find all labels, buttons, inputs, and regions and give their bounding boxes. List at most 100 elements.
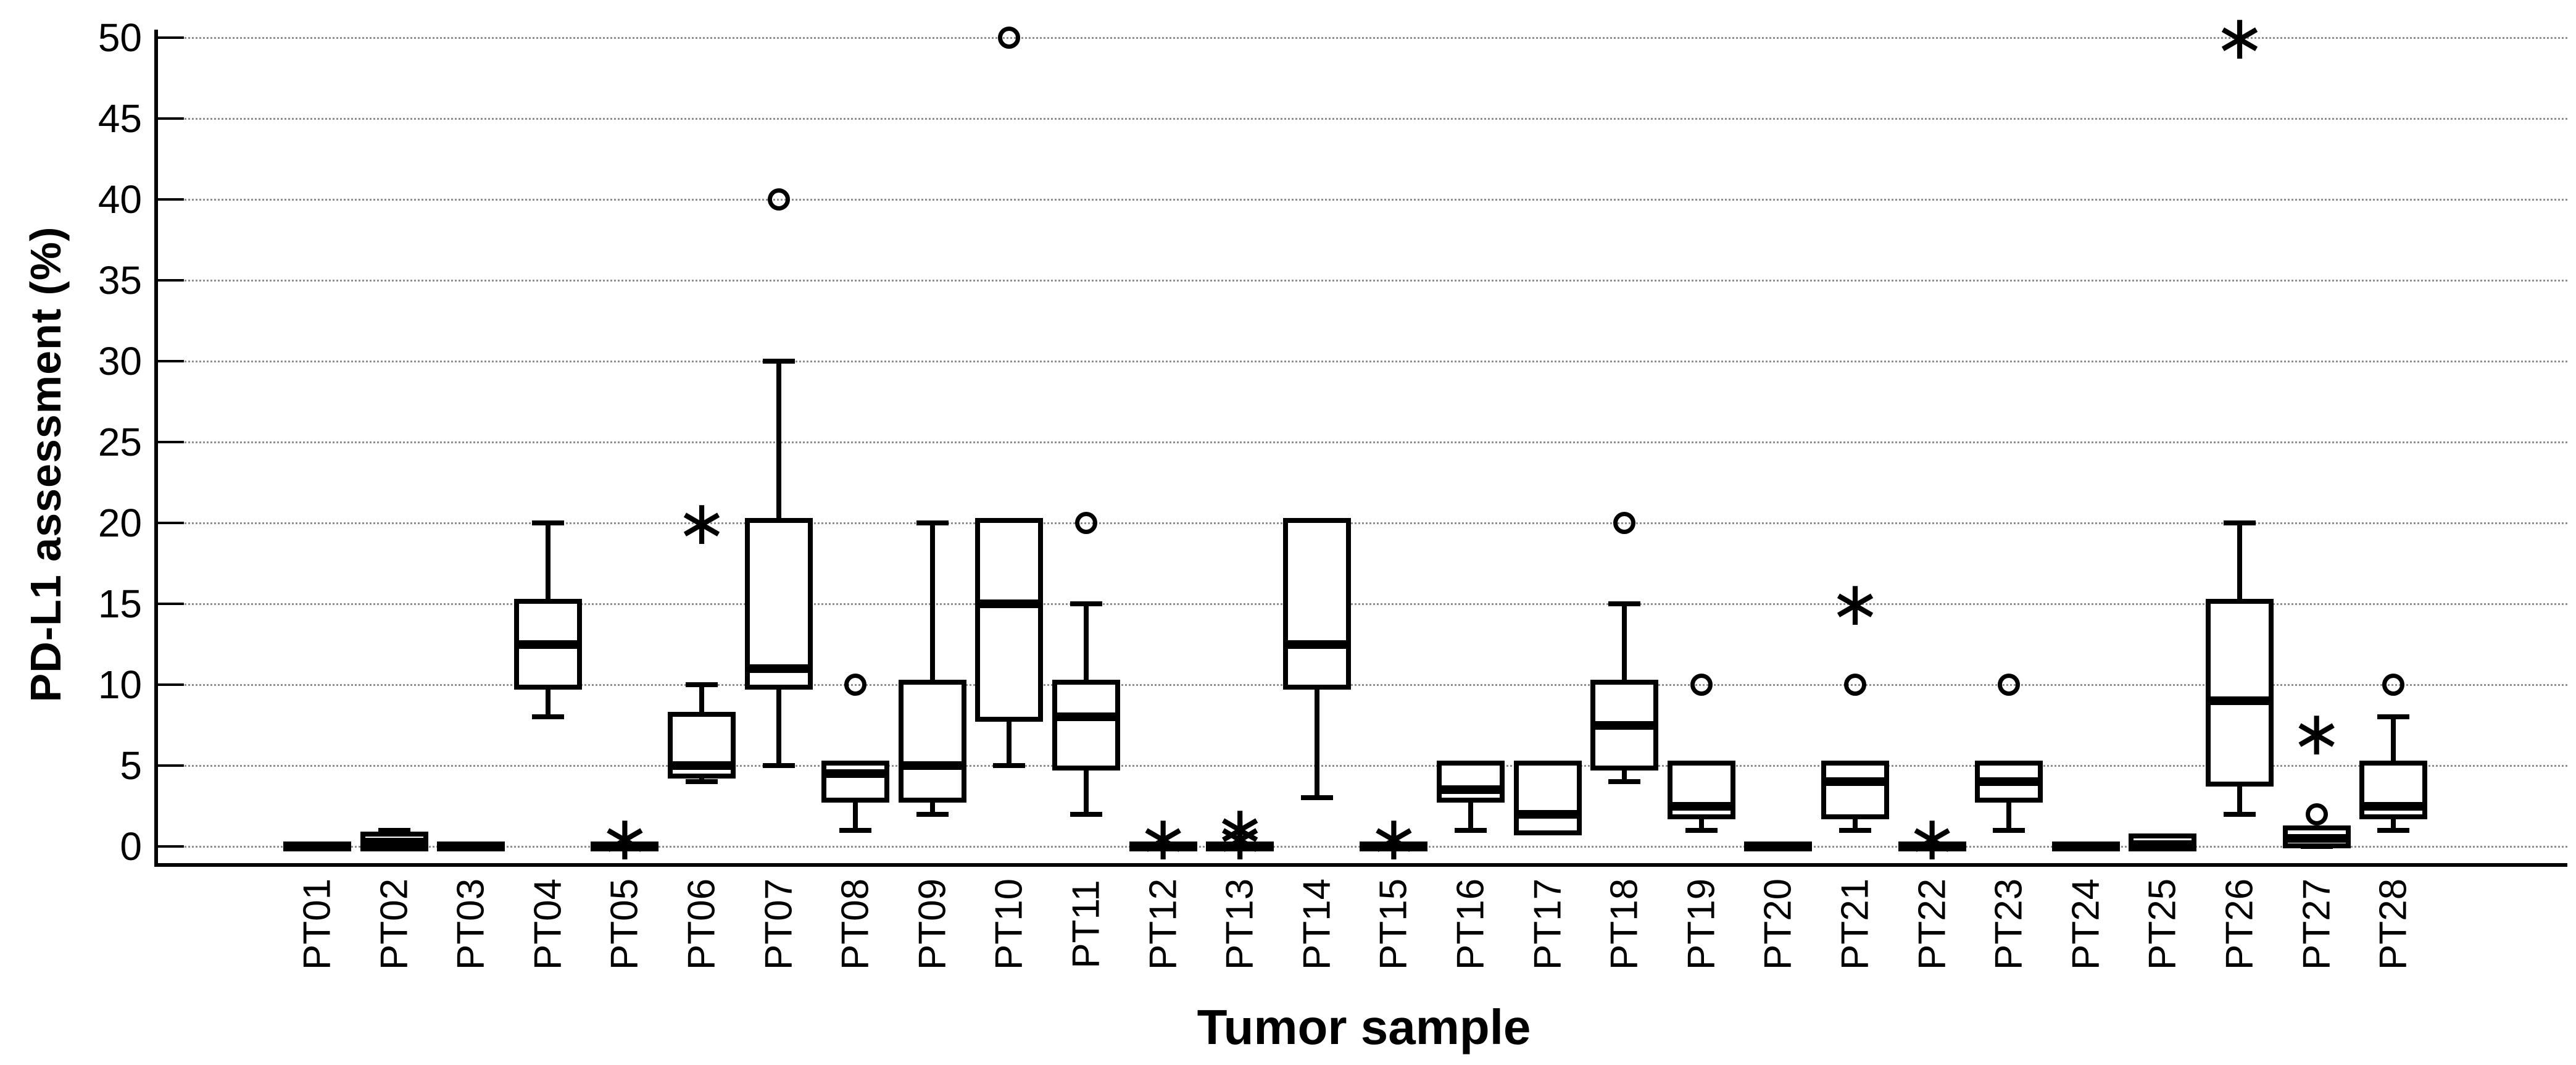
- whisker-cap: [1608, 601, 1641, 606]
- whisker-cap: [1300, 795, 1333, 801]
- outlier-star-icon: ∗: [676, 488, 728, 558]
- whisker: [776, 685, 781, 766]
- x-tick-label: PT23: [1987, 878, 2030, 971]
- outlier-star-icon: ∗: [1214, 794, 1266, 864]
- x-tick-label: PT02: [373, 878, 416, 971]
- y-tick-label: 50: [98, 15, 142, 60]
- median-line: [1975, 777, 2043, 787]
- whisker-cap: [916, 520, 949, 525]
- axis-tick: [158, 764, 184, 767]
- y-tick-label: 40: [98, 177, 142, 222]
- x-tick-label: PT14: [1295, 878, 1339, 971]
- whisker-cap: [686, 779, 718, 785]
- whisker-cap: [1608, 779, 1641, 785]
- whisker-cap: [839, 827, 872, 833]
- axis-tick: [158, 683, 184, 686]
- whisker: [1622, 766, 1627, 782]
- outlier-circle: [1998, 674, 2021, 696]
- outlier-star-icon: ∗: [2290, 698, 2343, 768]
- whisker: [545, 523, 551, 604]
- x-tick-label: PT24: [2064, 878, 2108, 971]
- outlier-star-icon: ∗: [2214, 3, 2266, 72]
- x-tick-label: PT20: [1756, 878, 1800, 971]
- y-tick-label: 0: [120, 824, 142, 869]
- gridline: [158, 199, 2567, 201]
- whisker-cap: [2224, 520, 2256, 525]
- x-tick-label: PT21: [1834, 878, 1877, 971]
- outlier-star-icon: ∗: [1829, 569, 1881, 638]
- box: [2206, 599, 2274, 787]
- whisker: [929, 798, 935, 814]
- x-tick-label: PT11: [1065, 880, 1108, 969]
- median-line: [898, 761, 966, 770]
- y-tick-label: 45: [98, 96, 142, 141]
- outlier-star-icon: ∗: [599, 803, 651, 873]
- whisker: [2391, 814, 2396, 830]
- median-line: [1282, 640, 1351, 649]
- median-line: [513, 640, 582, 649]
- median-line: [1898, 842, 1966, 851]
- whisker-cap: [993, 763, 1026, 768]
- median-line: [744, 664, 813, 673]
- whisker: [699, 685, 704, 717]
- whisker-cap: [378, 827, 410, 833]
- y-axis-line: [154, 30, 158, 866]
- gridline: [158, 280, 2567, 282]
- whisker: [545, 685, 551, 717]
- outlier-star-icon: ∗: [1214, 803, 1266, 873]
- x-tick-label: PT18: [1603, 878, 1646, 971]
- whisker-cap: [1070, 601, 1102, 606]
- whisker-cap: [1070, 811, 1102, 817]
- x-tick-label: PT03: [449, 878, 492, 971]
- median-line: [1052, 712, 1120, 722]
- outlier-circle: [2382, 674, 2405, 696]
- whisker-cap: [2377, 714, 2410, 720]
- outlier-circle: [844, 674, 867, 696]
- x-tick-label: PT17: [1526, 878, 1569, 971]
- y-tick-label: 10: [98, 662, 142, 707]
- x-tick-label: PT08: [834, 878, 877, 971]
- x-tick-label: PT22: [1911, 878, 1954, 971]
- whisker: [1468, 798, 1473, 830]
- median-line: [1821, 777, 1889, 787]
- whisker-cap: [762, 359, 795, 364]
- box: [898, 680, 966, 803]
- whisker-cap: [1839, 827, 1871, 833]
- x-tick-label: PT04: [526, 878, 570, 971]
- y-tick-label: 15: [98, 582, 142, 626]
- x-tick-label: PT26: [2218, 878, 2261, 971]
- gridline: [158, 603, 2567, 605]
- median-line: [1360, 842, 1428, 851]
- outlier-circle: [1690, 674, 1713, 696]
- x-tick-label: PT10: [987, 878, 1031, 971]
- median-line: [1206, 842, 1274, 851]
- x-tick-label: PT05: [603, 878, 646, 971]
- gridline: [158, 441, 2567, 443]
- x-tick-label: PT06: [680, 878, 723, 971]
- x-tick-label: PT16: [1449, 878, 1492, 971]
- whisker-cap: [916, 811, 949, 817]
- x-tick-label: PT27: [2295, 878, 2338, 971]
- outlier-star-icon: ∗: [1137, 803, 1189, 873]
- x-tick-label: PT15: [1372, 878, 1415, 971]
- whisker: [776, 361, 781, 523]
- whisker: [2237, 523, 2242, 604]
- y-tick-label: 35: [98, 258, 142, 303]
- median-line: [2206, 696, 2274, 706]
- x-axis-line: [154, 863, 2567, 867]
- whisker-cap: [762, 763, 795, 768]
- box: [821, 761, 890, 803]
- axis-tick: [158, 441, 184, 443]
- outlier-circle: [1075, 512, 1097, 534]
- whisker: [1314, 685, 1319, 798]
- median-line: [668, 761, 736, 770]
- whisker-cap: [686, 682, 718, 687]
- whisker: [2006, 798, 2012, 830]
- y-tick-label: 20: [98, 501, 142, 545]
- outlier-circle: [1613, 512, 1636, 534]
- box: [1282, 518, 1351, 690]
- gridline: [158, 37, 2567, 39]
- x-tick-label: PT28: [2372, 878, 2415, 971]
- box: [1052, 680, 1120, 771]
